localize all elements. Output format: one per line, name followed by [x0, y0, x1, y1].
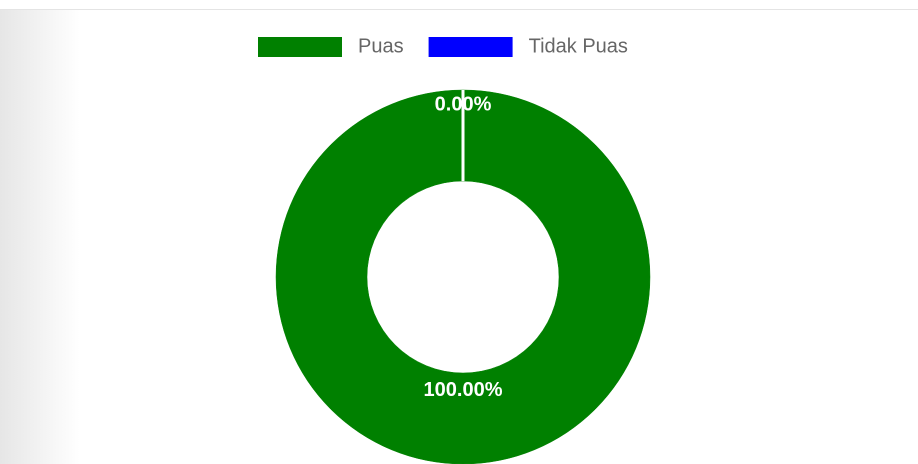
top-border — [0, 9, 918, 10]
legend-label: Puas — [358, 35, 404, 57]
data-label: 0.00% — [435, 93, 492, 115]
legend-label: Tidak Puas — [529, 35, 628, 57]
legend-swatch — [258, 37, 342, 57]
side-shade — [0, 10, 80, 464]
legend-swatch — [428, 37, 513, 57]
data-label: 100.00% — [424, 379, 503, 401]
doughnut-slice — [275, 89, 651, 464]
